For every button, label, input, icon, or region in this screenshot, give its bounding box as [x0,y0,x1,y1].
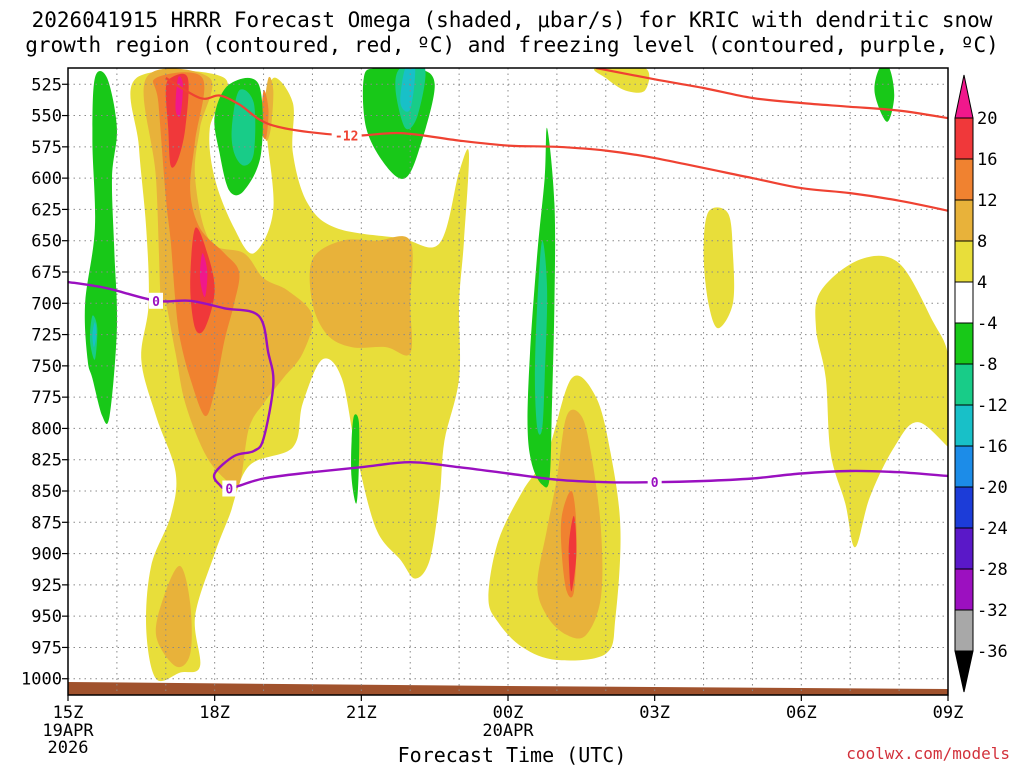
colorbar-box [954,199,974,242]
omega-region-4-2 [815,255,948,548]
omega-region-4-3 [703,207,735,329]
chart-title: 2026041915 HRRR Forecast Omega (shaded, … [0,8,1024,58]
omega-region-16-15 [568,515,577,592]
omega-region-20-16 [199,253,208,298]
y-tick-label-950: 950 [31,607,62,627]
y-axis: 525 550 575 600 625 650 675 700 725 750 775 800 825 8… [21,75,68,690]
y-tick-label-525: 525 [31,75,62,95]
terrain-strip [68,682,948,695]
y-tick-label-600: 600 [31,169,62,189]
omega-region--4-18 [84,70,118,425]
colorbar-box [954,404,974,447]
omega-fill-layer [84,68,948,682]
x-tick-label-03Z: 03Z [639,703,670,723]
y-tick-label-675: 675 [31,263,62,283]
omega-region--12-28 [400,68,416,112]
y-tick-label-925: 925 [31,576,62,596]
colorbar-label-13: -36 [977,642,1008,662]
colorbar-label-11: -28 [977,560,1008,580]
omega-region-16-14 [165,73,189,168]
y-tick-label-575: 575 [31,138,62,158]
colorbar-label-6: -8 [977,355,997,375]
x-axis-title: Forecast Time (UTC) [397,743,627,767]
y-tick-label-625: 625 [31,200,62,220]
x-date-label: 19APR [42,721,94,741]
colorbar-box [954,322,974,365]
omega-region--4-23 [874,68,895,122]
colorbar-box [954,609,974,652]
x-date-label: 20APR [482,721,534,741]
y-tick-label-850: 850 [31,482,62,502]
gridlines [68,68,948,695]
colorbar-label-8: -16 [977,437,1008,457]
omega-region--8-25 [231,89,256,166]
omega-region-12-11 [261,90,269,140]
colorbar: 20 16 12 8 4 -4 -8 -12 -16 -20 -24 -28 -32 -36 [954,74,1008,693]
y-tick-label-750: 750 [31,357,62,377]
y-tick-label-900: 900 [31,545,62,565]
colorbar-label-9: -20 [977,478,1008,498]
colorbar-box [954,240,974,283]
colorbar-label-10: -24 [977,519,1008,539]
colorbar-box [954,568,974,611]
y-tick-label-775: 775 [31,388,62,408]
x-tick-label-06Z: 06Z [786,703,817,723]
freezing-label-bg [647,474,662,491]
colorbar-label-1: 16 [977,150,997,170]
freezing-label-bg [149,292,163,309]
omega-region-4-4 [594,68,650,93]
colorbar-top-arrow [954,74,974,119]
terrain-layer [68,682,948,695]
y-tick-label-1000: 1000 [21,670,62,690]
x-tick-label-15Z: 15Z [53,703,84,723]
title-line-2: growth region (contoured, red, ºC) and f… [25,33,999,57]
colorbar-label-3: 8 [977,232,987,252]
x-tick-label-18Z: 18Z [199,703,230,723]
y-tick-label-975: 975 [31,638,62,658]
y-tick-label-800: 800 [31,419,62,439]
y-tick-label-875: 875 [31,513,62,533]
x-tick-label-09Z: 09Z [933,703,964,723]
title-line-1: 2026041915 HRRR Forecast Omega (shaded, … [31,8,993,32]
colorbar-bottom-arrow [954,650,974,693]
omega-region--4-22 [351,414,360,504]
colorbar-box [954,117,974,160]
contour-lines: -12 0 0 0 [68,68,948,498]
dgz-top-line [595,68,948,120]
omega-region-8-7 [309,236,413,356]
freezing-label-0: 0 [152,295,160,310]
colorbar-box [954,445,974,488]
dgz-label-bg [331,127,362,144]
dgz-label: -12 [335,130,358,145]
colorbar-label-2: 12 [977,191,997,211]
credit-link[interactable]: coolwx.com/models [846,744,1010,763]
x-tick-label-00Z: 00Z [493,703,524,723]
freezing-label-bg [222,480,237,497]
omega-region--12-29 [92,322,97,348]
colorbar-box [954,486,974,529]
freezing-label-1: 0 [225,483,233,498]
colorbar-box [954,527,974,570]
x-date-label: 2026 [48,738,89,758]
omega-region--8-27 [534,240,548,435]
colorbar-box [954,363,974,406]
dgz-line [165,77,948,212]
x-tick-label-21Z: 21Z [346,703,377,723]
colorbar-box [954,158,974,201]
colorbar-label-7: -12 [977,396,1008,416]
y-tick-label-725: 725 [31,326,62,346]
y-tick-label-650: 650 [31,232,62,252]
freezing-label-2: 0 [651,476,659,491]
colorbar-label-12: -32 [977,601,1008,621]
colorbar-box [954,281,974,324]
y-tick-label-550: 550 [31,107,62,127]
freezing-level-line [68,280,948,490]
y-tick-label-700: 700 [31,294,62,314]
y-tick-label-825: 825 [31,451,62,471]
colorbar-label-5: -4 [977,314,997,334]
colorbar-label-0: 20 [977,109,997,129]
colorbar-label-4: 4 [977,273,987,293]
